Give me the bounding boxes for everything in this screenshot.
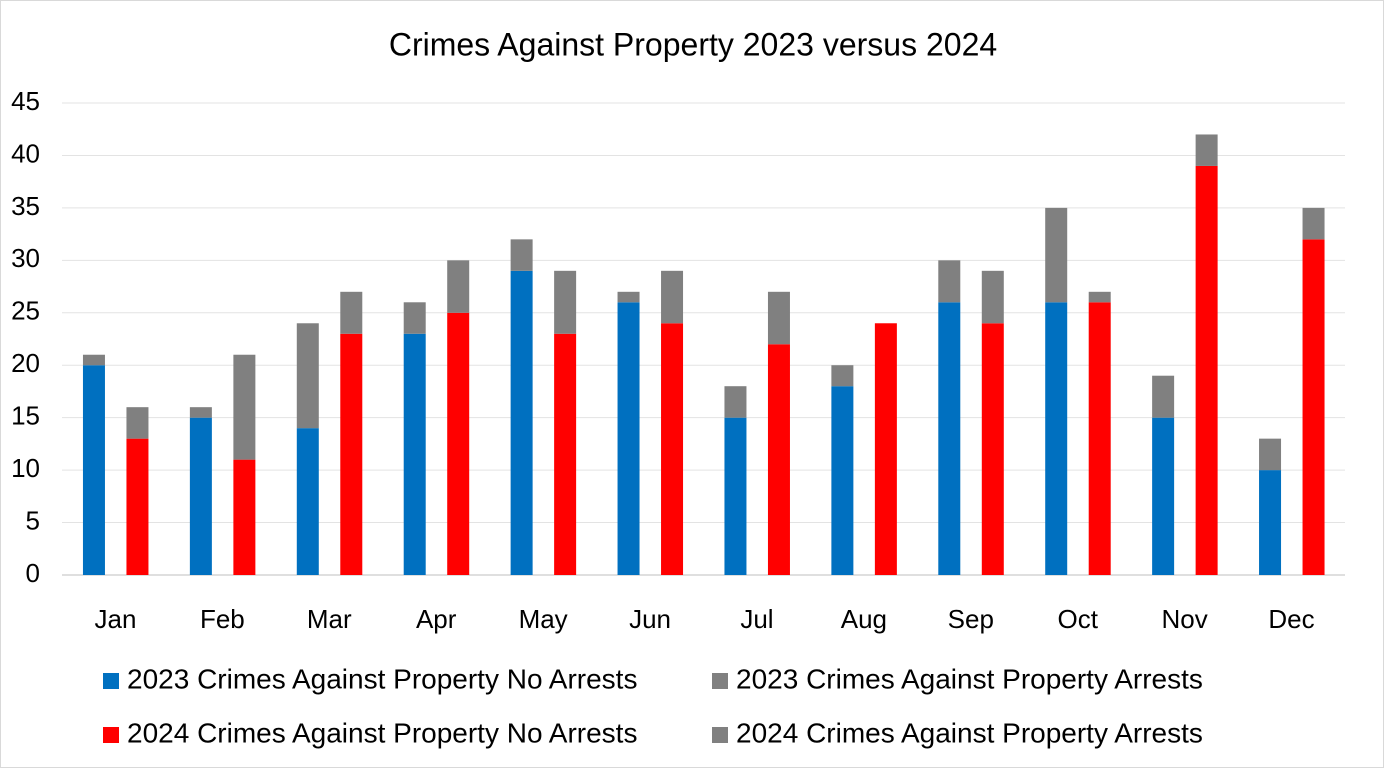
bar-segment [189,407,212,418]
x-tick-label: Mar [307,604,352,634]
x-tick-label: Jun [629,604,671,634]
legend-swatch [103,727,119,743]
bar-segment [1088,302,1111,575]
bar-segment [189,417,212,575]
bar-segment [1195,134,1218,166]
bar-segment [1088,291,1111,303]
bar-segment [296,323,319,429]
x-tick-label: Apr [416,604,457,634]
bar-segment [767,344,790,575]
bar-segment [82,365,105,575]
bar-segment [447,312,470,575]
bar-segment [1302,207,1325,240]
x-tick-label: Jul [740,604,773,634]
bar-segment [1302,239,1325,575]
chart-title: Crimes Against Property 2023 versus 2024 [389,26,997,62]
y-tick-label: 20 [11,348,40,378]
x-tick-label: Oct [1057,604,1098,634]
bar-segment [1259,470,1282,575]
y-tick-label: 35 [11,191,40,221]
bar-segment [1045,302,1068,575]
bar-segment [1152,417,1175,575]
bar-segment [126,438,149,575]
legend-swatch [712,673,728,689]
bar-segment [617,302,640,575]
bar-segment [340,333,363,575]
legend-label: 2024 Crimes Against Property No Arrests [127,717,637,748]
bar-segment [1259,438,1282,471]
x-tick-label: Nov [1162,604,1208,634]
x-tick-label: Feb [200,604,245,634]
legend-swatch [712,727,728,743]
y-tick-label: 0 [26,558,40,588]
bar-segment [510,239,533,271]
bar-segment [724,417,747,575]
y-tick-label: 40 [11,138,40,168]
bar-segment [403,333,426,575]
bar-segment [981,270,1004,324]
bar-segment [831,365,854,387]
bar-segment [617,291,640,303]
bar-segment [981,323,1004,575]
legend-swatch [103,673,119,689]
bar-segment [1195,165,1218,575]
bar-segment [767,291,790,345]
x-tick-label: Jan [94,604,136,634]
bar-segment [447,260,470,313]
bar-segment [661,323,684,575]
bar-segment [1152,375,1175,418]
bar-segment [510,270,533,575]
bar-segment [296,428,319,575]
bar-segment [831,386,854,575]
bar-segment [938,260,961,303]
bar-segment [233,459,256,575]
y-tick-label: 25 [11,296,40,326]
bar-segment [554,270,577,334]
bar-segment [233,354,256,460]
bar-segment [82,354,105,366]
legend-label: 2023 Crimes Against Property No Arrests [127,663,637,694]
legend-label: 2023 Crimes Against Property Arrests [736,663,1203,694]
bar-segment [403,302,426,334]
y-tick-label: 45 [11,86,40,116]
y-tick-label: 15 [11,401,40,431]
legend-label: 2024 Crimes Against Property Arrests [736,717,1203,748]
x-tick-label: Dec [1268,604,1314,634]
x-tick-label: Aug [841,604,887,634]
bar-segment [126,407,149,439]
y-tick-label: 30 [11,243,40,273]
bar-segment [340,291,363,334]
y-tick-label: 10 [11,453,40,483]
bar-segment [938,302,961,575]
bar-segment [554,333,577,575]
bar-segment [661,270,684,324]
bar-segment [1045,207,1068,303]
x-tick-label: Sep [948,604,994,634]
x-tick-label: May [519,604,568,634]
y-tick-label: 5 [26,505,40,535]
bar-segment [724,386,747,418]
bar-segment [874,323,897,575]
